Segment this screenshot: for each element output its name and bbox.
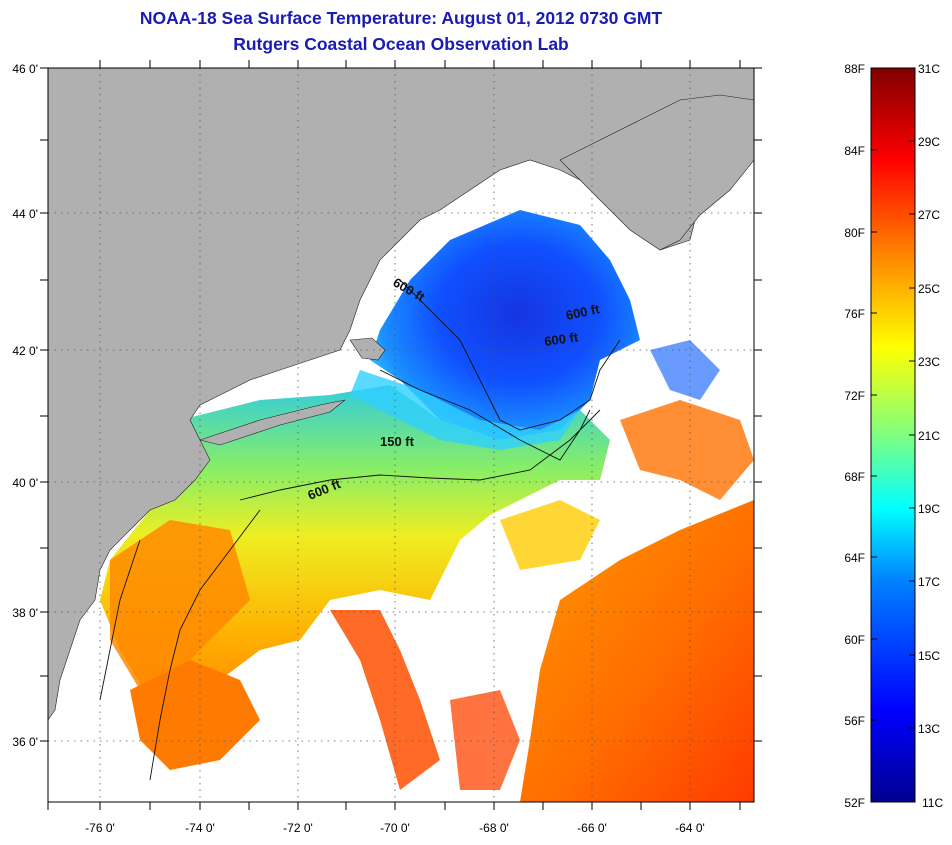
colorbar-c-label: 31C xyxy=(918,62,940,76)
sst-southeast-warm xyxy=(520,500,754,802)
graticule xyxy=(48,68,754,802)
colorbar-c-label: 27C xyxy=(918,208,940,222)
colorbar-c-label: 17C xyxy=(918,575,940,589)
colorbar-c-label: 29C xyxy=(918,135,940,149)
colorbar-f-label: 72F xyxy=(844,389,865,403)
contour-label: 600 ft xyxy=(543,329,579,349)
colorbar-c-label: 19C xyxy=(918,502,940,516)
bathymetry-contours xyxy=(99,279,621,781)
colorbar-gradient xyxy=(870,67,916,803)
colorbar-c-label: 21C xyxy=(918,429,940,443)
lat-axis xyxy=(40,67,762,742)
colorbar-f-label: 56F xyxy=(844,714,865,728)
colorbar-c-label: 25C xyxy=(918,282,940,296)
colorbar-ticks xyxy=(871,67,915,729)
sst-nantucket-shoals xyxy=(350,370,580,450)
lat-label: 40 0' xyxy=(12,476,38,490)
lat-labels: 46 0' 44 0' 42 0' 40 0' 38 0' 36 0' xyxy=(12,62,38,749)
sst-shelf-region xyxy=(100,385,610,720)
colorbar-c-label: 13C xyxy=(918,722,940,736)
lat-label: 42 0' xyxy=(12,344,38,358)
map-subtitle: Rutgers Coastal Ocean Observation Lab xyxy=(233,34,569,54)
colorbar-c-label: 15C xyxy=(918,649,940,663)
colorbar-f-label: 60F xyxy=(844,633,865,647)
map-frame xyxy=(47,67,755,803)
lon-axis xyxy=(47,60,741,810)
lat-label: 46 0' xyxy=(12,62,38,76)
lon-label: -68 0' xyxy=(479,821,509,835)
map-plot: 600 ft 600 ft 600 ft 150 ft 600 ft xyxy=(48,68,754,802)
colorbar-f-label: 84F xyxy=(844,144,865,158)
map-title: NOAA-18 Sea Surface Temperature: August … xyxy=(139,8,663,28)
lon-label: -76 0' xyxy=(85,821,115,835)
sst-eastern-patches xyxy=(620,400,754,500)
sst-offshore-patches xyxy=(330,610,440,790)
lon-label: -64 0' xyxy=(675,821,705,835)
lon-labels: -76 0' -74 0' -72 0' -70 0' -68 0' -66 0… xyxy=(85,821,705,835)
colorbar-c-labels: 31C 29C 27C 25C 23C 21C 19C 17C 15C 13C … xyxy=(918,62,943,810)
sst-scatter-2 xyxy=(500,500,600,570)
sst-scatter-1 xyxy=(650,340,720,400)
land-nova-scotia xyxy=(559,94,754,251)
sst-offshore-patches-2 xyxy=(130,660,260,770)
sst-scatter-3 xyxy=(450,690,520,790)
lat-label: 36 0' xyxy=(12,735,38,749)
lat-label: 38 0' xyxy=(12,606,38,620)
colorbar-f-label: 64F xyxy=(844,551,865,565)
colorbar-f-label: 52F xyxy=(844,796,865,810)
colorbar-f-label: 68F xyxy=(844,470,865,484)
sst-warm-patch xyxy=(110,520,250,690)
title-block: NOAA-18 Sea Surface Temperature: August … xyxy=(48,5,754,57)
lat-label: 44 0' xyxy=(12,207,38,221)
land-long-island xyxy=(198,399,346,446)
lon-label: -72 0' xyxy=(283,821,313,835)
colorbar-f-label: 80F xyxy=(844,226,865,240)
contour-label: 150 ft xyxy=(380,434,415,449)
contour-label: 600 ft xyxy=(565,301,602,323)
colorbar-c-label: 11C xyxy=(922,796,943,810)
lon-label: -74 0' xyxy=(185,821,215,835)
sst-gulf-of-maine xyxy=(370,210,640,440)
colorbar: 88F 84F 80F 76F 72F 68F 64F 60F 56F 52F … xyxy=(844,62,943,810)
lon-label: -70 0' xyxy=(380,821,410,835)
colorbar-c-label: 23C xyxy=(918,355,940,369)
colorbar-f-label: 76F xyxy=(844,307,865,321)
colorbar-f-label: 88F xyxy=(844,62,865,76)
land-cape-cod xyxy=(349,337,386,361)
lon-label: -66 0' xyxy=(577,821,607,835)
colorbar-f-labels: 88F 84F 80F 76F 72F 68F 64F 60F 56F 52F xyxy=(844,62,865,810)
